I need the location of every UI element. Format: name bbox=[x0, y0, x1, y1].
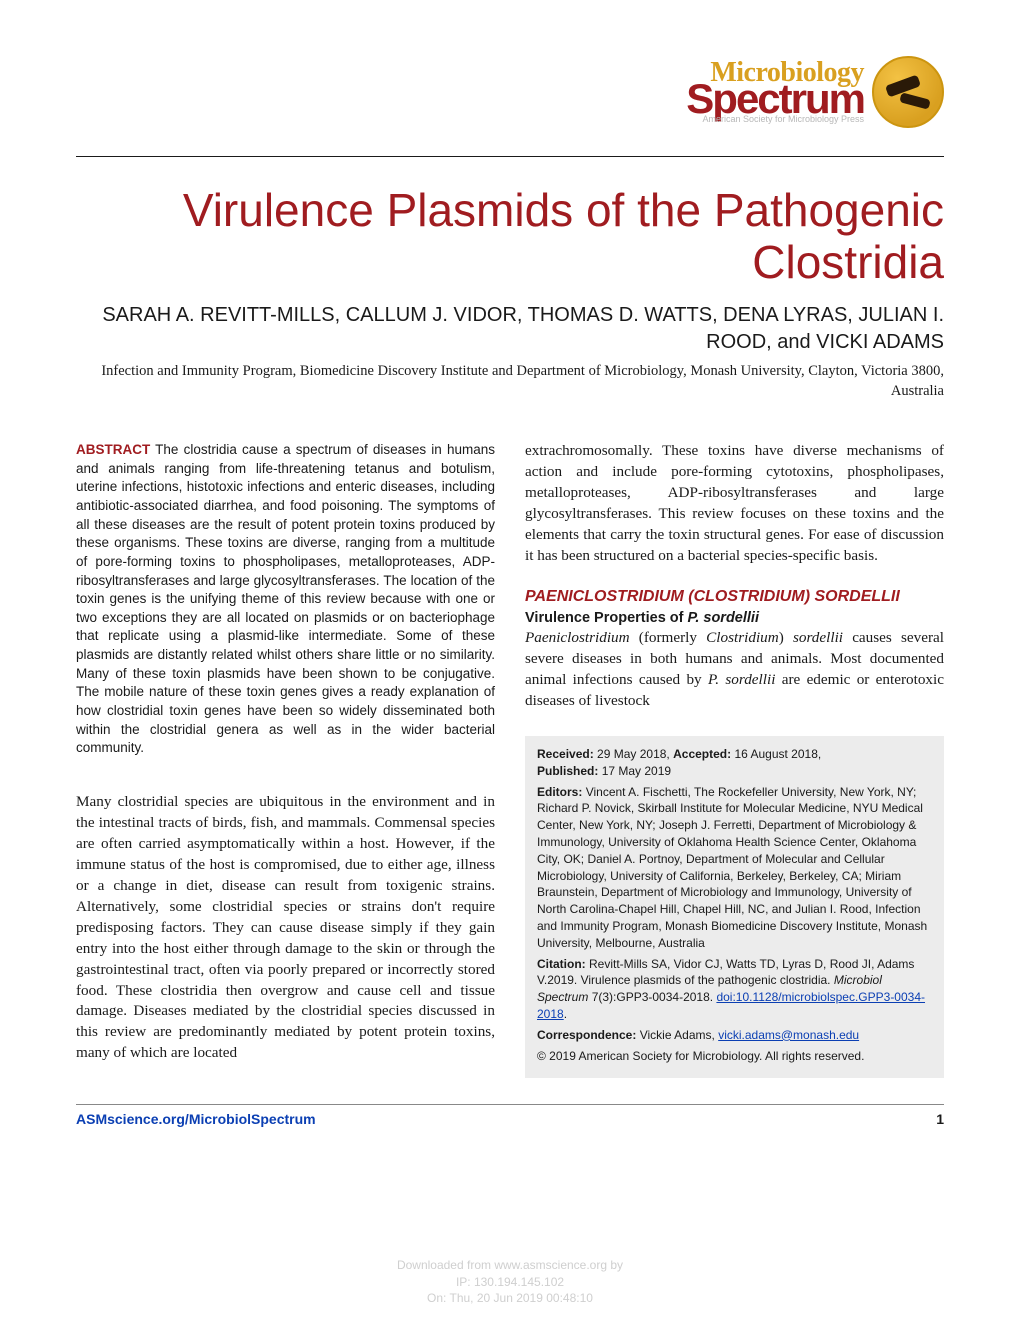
tax4: ) bbox=[779, 629, 793, 646]
journal-link[interactable]: ASMscience.org/MicrobiolSpectrum bbox=[76, 1111, 316, 1127]
right-column: extrachromosomally. These toxins have di… bbox=[525, 441, 944, 1078]
citation-rest: 7(3):GPP3-0034-2018. bbox=[588, 990, 716, 1004]
article-info-box: Received: 29 May 2018, Accepted: 16 Augu… bbox=[525, 736, 944, 1078]
article-title: Virulence Plasmids of the Pathogenic Clo… bbox=[76, 185, 944, 288]
download-stamp: Downloaded from www.asmscience.org by IP… bbox=[0, 1257, 1020, 1306]
received-label: Received: bbox=[537, 747, 594, 761]
tax7: P. sordellii bbox=[708, 671, 775, 688]
left-column: ABSTRACT The clostridia cause a spectrum… bbox=[76, 441, 495, 1078]
citation-label: Citation: bbox=[537, 957, 586, 971]
page-number: 1 bbox=[936, 1111, 944, 1127]
tax5: sordellii bbox=[793, 629, 843, 646]
footer: ASMscience.org/MicrobiolSpectrum 1 bbox=[76, 1111, 944, 1127]
author-list: SARAH A. REVITT-MILLS, CALLUM J. VIDOR, … bbox=[76, 302, 944, 356]
doi-suffix: . bbox=[564, 1007, 567, 1021]
tax3: Clostridium bbox=[706, 629, 779, 646]
abstract: ABSTRACT The clostridia cause a spectrum… bbox=[76, 441, 495, 758]
footer-rule bbox=[76, 1104, 944, 1105]
citation-line: Citation: Revitt-Mills SA, Vidor CJ, Wat… bbox=[537, 956, 932, 1023]
published-date: 17 May 2019 bbox=[602, 764, 671, 778]
editors-line: Editors: Vincent A. Fischetti, The Rocke… bbox=[537, 784, 932, 952]
two-column-body: ABSTRACT The clostridia cause a spectrum… bbox=[76, 441, 944, 1078]
stamp-line-3: On: Thu, 20 Jun 2019 00:48:10 bbox=[0, 1290, 1020, 1306]
journal-logo-text: Microbiology Spectrum American Society f… bbox=[686, 60, 864, 123]
logo-line2: Spectrum bbox=[686, 80, 864, 118]
title-rule bbox=[76, 156, 944, 157]
received-date: 29 May 2018, bbox=[597, 747, 670, 761]
tax1: Paeniclostridium bbox=[525, 629, 630, 646]
continuation-paragraph: extrachromosomally. These toxins have di… bbox=[525, 441, 944, 567]
intro-paragraph: Many clostridial species are ubiquitous … bbox=[76, 792, 495, 1065]
correspondence-email[interactable]: vicki.adams@monash.edu bbox=[718, 1028, 859, 1042]
subsection-ital: P. sordellii bbox=[688, 610, 759, 626]
editors-label: Editors: bbox=[537, 785, 582, 799]
section-body: Paeniclostridium (formerly Clostridium) … bbox=[525, 628, 944, 712]
subsection-heading: Virulence Properties of P. sordellii bbox=[525, 610, 944, 626]
copyright-line: © 2019 American Society for Microbiology… bbox=[537, 1048, 932, 1065]
abstract-label: ABSTRACT bbox=[76, 442, 150, 457]
correspondence-text: Vickie Adams, bbox=[640, 1028, 718, 1042]
logo-badge-icon bbox=[872, 56, 944, 128]
accepted-label: Accepted: bbox=[673, 747, 731, 761]
dates-line: Received: 29 May 2018, Accepted: 16 Augu… bbox=[537, 746, 932, 780]
published-label: Published: bbox=[537, 764, 598, 778]
accepted-date: 16 August 2018, bbox=[734, 747, 821, 761]
editors-text: Vincent A. Fischetti, The Rockefeller Un… bbox=[537, 785, 927, 950]
section-heading: PAENICLOSTRIDIUM (CLOSTRIDIUM) SORDELLII bbox=[525, 587, 944, 606]
correspondence-label: Correspondence: bbox=[537, 1028, 636, 1042]
correspondence-line: Correspondence: Vickie Adams, vicki.adam… bbox=[537, 1027, 932, 1044]
subsection-prefix: Virulence Properties of bbox=[525, 610, 688, 626]
affiliation: Infection and Immunity Program, Biomedic… bbox=[76, 362, 944, 401]
stamp-line-2: IP: 130.194.145.102 bbox=[0, 1274, 1020, 1290]
journal-logo: Microbiology Spectrum American Society f… bbox=[76, 56, 944, 128]
tax2: (formerly bbox=[630, 629, 707, 646]
stamp-line-1: Downloaded from www.asmscience.org by bbox=[0, 1257, 1020, 1273]
logo-subline: American Society for Microbiology Press bbox=[686, 115, 864, 123]
abstract-text: The clostridia cause a spectrum of disea… bbox=[76, 442, 495, 755]
